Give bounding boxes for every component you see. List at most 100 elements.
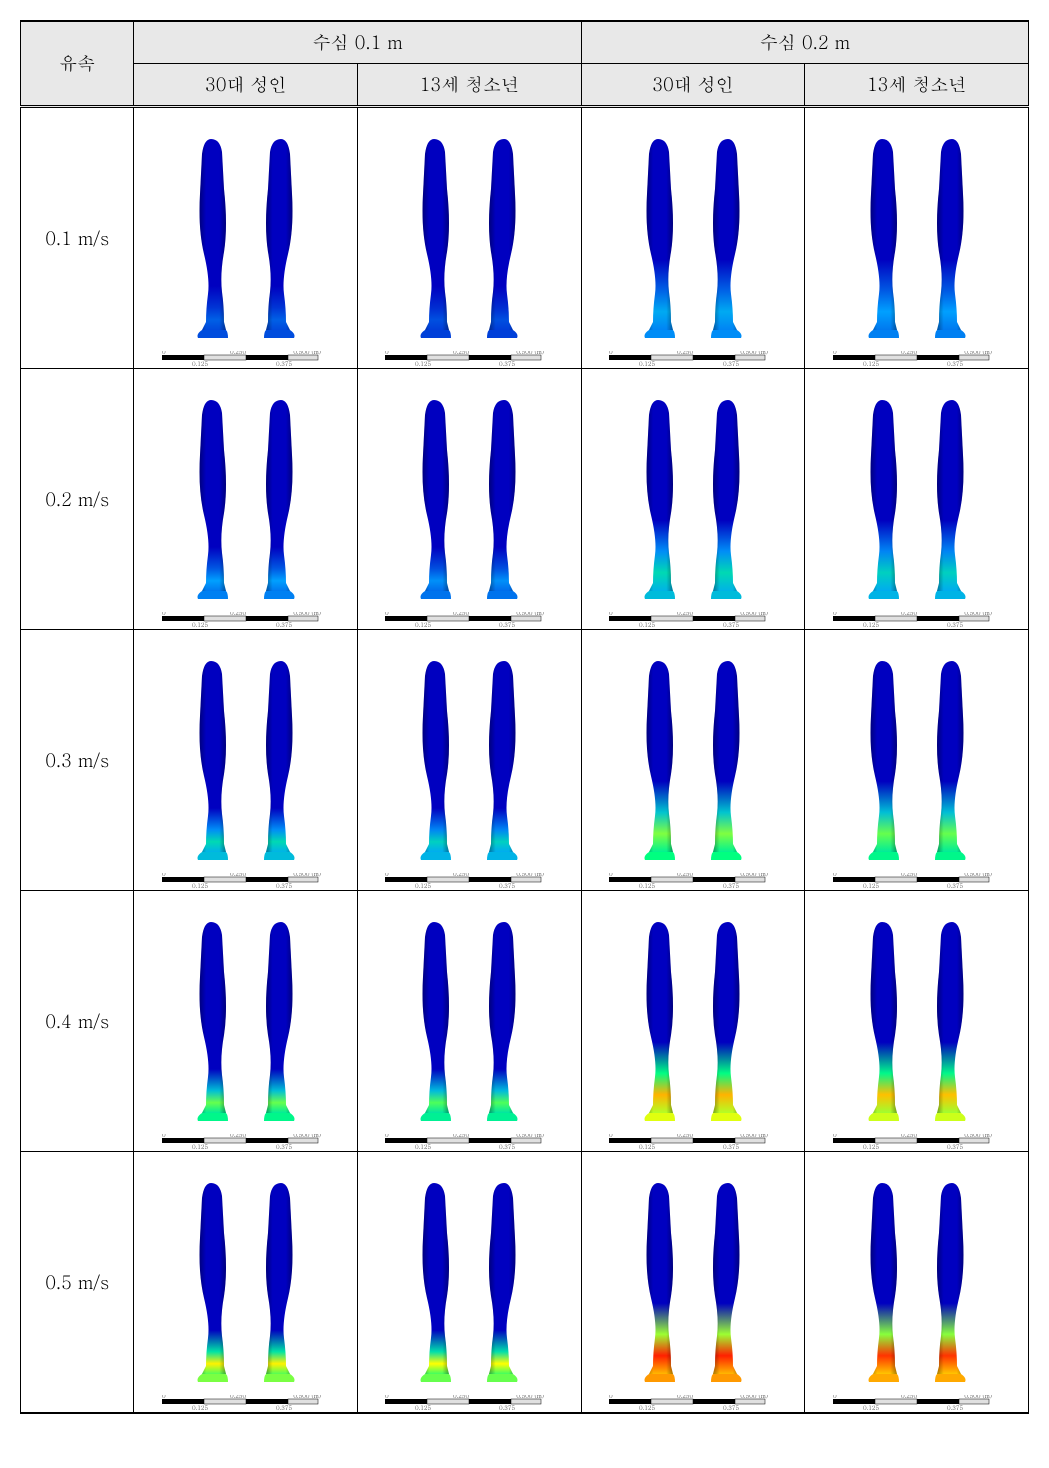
svg-text:0.375: 0.375 <box>723 1142 739 1150</box>
flow-speed-label: 0.4 m/s <box>21 891 134 1152</box>
svg-text:0.375: 0.375 <box>947 620 963 628</box>
svg-text:0: 0 <box>162 1134 166 1139</box>
scale-bar-icon: 0 0.250 0.500 (m) 0.125 0.375 <box>379 612 559 628</box>
scale-bar-icon: 0 0.250 0.500 (m) 0.125 0.375 <box>603 351 783 367</box>
svg-text:0.250: 0.250 <box>677 1134 693 1139</box>
svg-text:0.375: 0.375 <box>499 359 515 367</box>
scale-bar: 0 0.250 0.500 (m) 0.125 0.375 <box>156 1392 336 1408</box>
scale-bar-icon: 0 0.250 0.500 (m) 0.125 0.375 <box>156 873 336 889</box>
scale-bar-icon: 0 0.250 0.500 (m) 0.125 0.375 <box>156 612 336 628</box>
legs-heatmap-icon <box>837 656 997 866</box>
svg-text:0.125: 0.125 <box>192 881 208 889</box>
svg-text:0.375: 0.375 <box>276 881 292 889</box>
svg-text:0.125: 0.125 <box>192 620 208 628</box>
svg-text:0.500 (m): 0.500 (m) <box>740 1395 768 1400</box>
svg-text:0.125: 0.125 <box>863 1142 879 1150</box>
scale-bar-icon: 0 0.250 0.500 (m) 0.125 0.375 <box>603 1134 783 1150</box>
svg-text:0.375: 0.375 <box>499 881 515 889</box>
svg-text:0.500 (m): 0.500 (m) <box>517 612 545 617</box>
svg-text:0.250: 0.250 <box>230 1395 246 1400</box>
svg-text:0.250: 0.250 <box>453 351 469 356</box>
svg-text:0.250: 0.250 <box>901 1395 917 1400</box>
legs-heatmap-icon <box>389 134 549 344</box>
svg-text:0.125: 0.125 <box>415 620 431 628</box>
svg-text:0.500 (m): 0.500 (m) <box>293 612 321 617</box>
svg-text:0: 0 <box>385 1134 389 1139</box>
svg-text:0.125: 0.125 <box>863 881 879 889</box>
sim-figure: 0 0.250 0.500 (m) 0.125 0.375 <box>809 897 1024 1147</box>
sim-cell: 0 0.250 0.500 (m) 0.125 0.375 <box>358 369 582 630</box>
legs-heatmap-icon <box>389 917 549 1127</box>
scale-bar: 0 0.250 0.500 (m) 0.125 0.375 <box>603 1392 783 1408</box>
legs-heatmap-icon <box>166 134 326 344</box>
svg-text:0: 0 <box>385 351 389 356</box>
scale-bar-icon: 0 0.250 0.500 (m) 0.125 0.375 <box>379 1395 559 1411</box>
scale-bar: 0 0.250 0.500 (m) 0.125 0.375 <box>379 1131 559 1147</box>
sim-figure: 0 0.250 0.500 (m) 0.125 0.375 <box>586 1158 801 1408</box>
svg-text:0: 0 <box>162 612 166 617</box>
svg-text:0.375: 0.375 <box>947 359 963 367</box>
svg-text:0.125: 0.125 <box>639 881 655 889</box>
table-row: 0.1 m/s <box>21 107 1029 369</box>
scale-bar: 0 0.250 0.500 (m) 0.125 0.375 <box>379 348 559 364</box>
svg-text:0: 0 <box>609 612 613 617</box>
svg-text:0.500 (m): 0.500 (m) <box>740 1134 768 1139</box>
sim-cell: 0 0.250 0.500 (m) 0.125 0.375 <box>134 107 358 369</box>
svg-text:0: 0 <box>833 1134 837 1139</box>
sim-figure: 0 0.250 0.500 (m) 0.125 0.375 <box>586 636 801 886</box>
legs-heatmap-icon <box>166 917 326 1127</box>
table-row: 0.4 m/s <box>21 891 1029 1152</box>
flow-speed-label: 0.3 m/s <box>21 630 134 891</box>
subject-header-2b: 13세 청소년 <box>805 64 1029 107</box>
svg-text:0: 0 <box>833 1395 837 1400</box>
scale-bar: 0 0.250 0.500 (m) 0.125 0.375 <box>603 1131 783 1147</box>
sim-cell: 0 0.250 0.500 (m) 0.125 0.375 <box>581 1152 805 1414</box>
svg-text:0.250: 0.250 <box>230 351 246 356</box>
svg-text:0: 0 <box>385 1395 389 1400</box>
scale-bar: 0 0.250 0.500 (m) 0.125 0.375 <box>603 870 783 886</box>
svg-text:0.500 (m): 0.500 (m) <box>293 351 321 356</box>
svg-text:0.500 (m): 0.500 (m) <box>293 873 321 878</box>
scale-bar-icon: 0 0.250 0.500 (m) 0.125 0.375 <box>603 873 783 889</box>
sim-figure: 0 0.250 0.500 (m) 0.125 0.375 <box>138 897 353 1147</box>
svg-text:0.250: 0.250 <box>901 873 917 878</box>
svg-text:0.375: 0.375 <box>276 359 292 367</box>
sim-figure: 0 0.250 0.500 (m) 0.125 0.375 <box>362 375 577 625</box>
svg-text:0.125: 0.125 <box>639 1403 655 1411</box>
sim-cell: 0 0.250 0.500 (m) 0.125 0.375 <box>805 891 1029 1152</box>
scale-bar-icon: 0 0.250 0.500 (m) 0.125 0.375 <box>156 1395 336 1411</box>
scale-bar-icon: 0 0.250 0.500 (m) 0.125 0.375 <box>379 873 559 889</box>
svg-text:0: 0 <box>162 1395 166 1400</box>
scale-bar: 0 0.250 0.500 (m) 0.125 0.375 <box>156 348 336 364</box>
svg-text:0: 0 <box>833 873 837 878</box>
depth-header-2: 수심 0.2 m <box>581 21 1028 64</box>
scale-bar-icon: 0 0.250 0.500 (m) 0.125 0.375 <box>827 873 1007 889</box>
svg-text:0.500 (m): 0.500 (m) <box>740 612 768 617</box>
legs-heatmap-icon <box>613 134 773 344</box>
scale-bar: 0 0.250 0.500 (m) 0.125 0.375 <box>379 1392 559 1408</box>
svg-text:0.500 (m): 0.500 (m) <box>740 351 768 356</box>
legs-heatmap-icon <box>166 656 326 866</box>
svg-text:0.125: 0.125 <box>639 359 655 367</box>
svg-text:0.250: 0.250 <box>901 1134 917 1139</box>
flow-speed-label: 0.5 m/s <box>21 1152 134 1414</box>
svg-text:0: 0 <box>609 351 613 356</box>
scale-bar: 0 0.250 0.500 (m) 0.125 0.375 <box>156 1131 336 1147</box>
scale-bar: 0 0.250 0.500 (m) 0.125 0.375 <box>827 609 1007 625</box>
svg-text:0.250: 0.250 <box>230 873 246 878</box>
svg-text:0.375: 0.375 <box>723 359 739 367</box>
scale-bar-icon: 0 0.250 0.500 (m) 0.125 0.375 <box>603 1395 783 1411</box>
svg-text:0.500 (m): 0.500 (m) <box>293 1134 321 1139</box>
svg-text:0.250: 0.250 <box>453 1395 469 1400</box>
svg-text:0: 0 <box>162 351 166 356</box>
sim-cell: 0 0.250 0.500 (m) 0.125 0.375 <box>134 630 358 891</box>
svg-text:0.250: 0.250 <box>230 1134 246 1139</box>
sim-figure: 0 0.250 0.500 (m) 0.125 0.375 <box>138 375 353 625</box>
svg-text:0: 0 <box>609 873 613 878</box>
svg-text:0.375: 0.375 <box>723 620 739 628</box>
flow-speed-label: 0.2 m/s <box>21 369 134 630</box>
svg-text:0.125: 0.125 <box>863 1403 879 1411</box>
legs-heatmap-icon <box>613 395 773 605</box>
svg-text:0.250: 0.250 <box>901 612 917 617</box>
subject-header-2a: 30대 성인 <box>581 64 805 107</box>
